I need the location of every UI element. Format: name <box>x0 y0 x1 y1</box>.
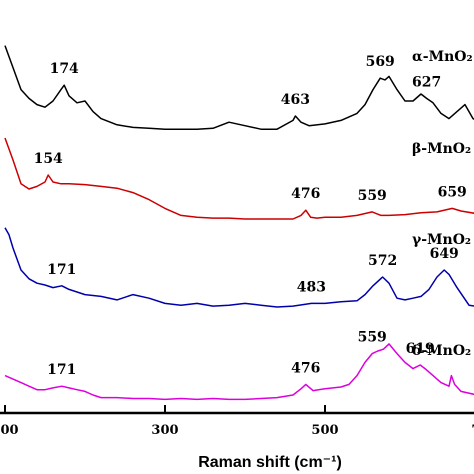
peak-label-3: 627 <box>412 74 441 90</box>
series-line-2 <box>4 227 474 308</box>
x-tick-label-2: 500 <box>311 423 338 438</box>
series-line-1 <box>4 137 474 220</box>
peak-label-2: 569 <box>366 54 395 70</box>
peak-label-11: 649 <box>430 246 459 262</box>
series-line-0 <box>4 45 474 130</box>
peak-label-5: 476 <box>291 186 320 202</box>
peak-label-10: 572 <box>368 253 397 269</box>
peak-annotations: 174 463 569 627 154 476 559 659 171 483 572 649 171 4… <box>34 54 467 378</box>
peak-label-1: 463 <box>281 92 310 108</box>
peak-label-12: 171 <box>47 362 76 378</box>
x-axis-ticks: 100 300 500 700 <box>0 405 474 438</box>
peak-label-6: 559 <box>358 188 387 204</box>
peak-label-8: 171 <box>47 262 76 278</box>
x-tick-label-1: 300 <box>151 423 178 438</box>
series-name-label-0: α-MnO₂ <box>412 49 473 65</box>
series-name-label-2: γ-MnO₂ <box>412 232 471 248</box>
x-tick-label-0: 100 <box>0 423 19 438</box>
peak-label-9: 483 <box>297 279 326 295</box>
series-name-label-1: β-MnO₂ <box>412 141 471 157</box>
peak-label-7: 659 <box>438 184 467 200</box>
peak-label-14: 559 <box>358 330 387 346</box>
series-name-label-3: δ-MnO₂ <box>412 343 471 359</box>
series-layer <box>4 45 474 401</box>
peak-label-13: 476 <box>291 360 320 376</box>
x-tick-label-3: 700 <box>471 423 474 438</box>
series-line-3 <box>4 343 474 401</box>
series-name-labels: α-MnO₂ β-MnO₂ γ-MnO₂ δ-MnO₂ <box>412 49 473 359</box>
peak-label-15: 619 <box>406 341 435 357</box>
peak-label-4: 154 <box>34 151 63 167</box>
peak-label-0: 174 <box>50 61 79 77</box>
x-axis-label: Raman shift (cm⁻¹) <box>198 454 342 471</box>
